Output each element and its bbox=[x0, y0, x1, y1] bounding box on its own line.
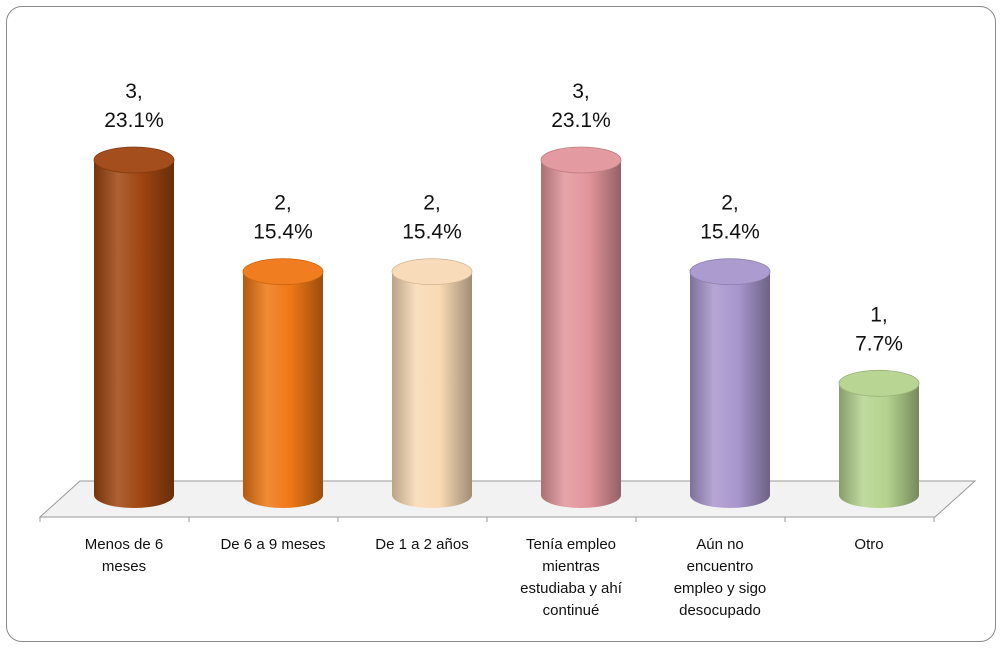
bar bbox=[242, 258, 324, 508]
bar-body bbox=[839, 383, 919, 508]
bar bbox=[838, 369, 920, 508]
category-labels-group: Menos de 6 meses De 6 a 9 meses De 1 a 2 añ… bbox=[85, 536, 884, 619]
bar-top bbox=[93, 146, 175, 174]
data-label: 2, 15.4% bbox=[253, 192, 313, 244]
bar-top bbox=[242, 258, 324, 286]
category-label: De 1 a 2 años bbox=[375, 536, 468, 553]
data-label: 2, 15.4% bbox=[402, 192, 462, 244]
category-label: Tenía empleo mientras estudiaba y ahí conti… bbox=[520, 536, 623, 619]
floor-plane bbox=[38, 480, 977, 518]
bar-body bbox=[690, 271, 770, 508]
bar-top bbox=[540, 146, 622, 174]
category-label: Aún no encuentro empleo y sigo desocupado bbox=[674, 536, 767, 619]
bar-body bbox=[541, 160, 621, 508]
category-label: Otro bbox=[854, 536, 883, 553]
category-label: Menos de 6 meses bbox=[85, 536, 163, 575]
data-label: 3, 23.1% bbox=[551, 80, 611, 132]
data-label: 1, 7.7% bbox=[855, 303, 903, 355]
category-label: De 6 a 9 meses bbox=[220, 536, 325, 553]
data-labels-group: 3, 23.1% 2, 15.4% 2, 15.4% 3, 23.1% 2, 15.4% 1, 7.7… bbox=[104, 80, 903, 355]
bar-body bbox=[392, 271, 472, 508]
bar-top bbox=[391, 258, 473, 286]
bars-group bbox=[93, 146, 920, 508]
bar-top bbox=[838, 369, 920, 397]
bar bbox=[93, 146, 175, 508]
bar bbox=[689, 258, 771, 508]
bar-top bbox=[689, 258, 771, 286]
data-label: 3, 23.1% bbox=[104, 80, 164, 132]
bar bbox=[540, 146, 622, 508]
data-label: 2, 15.4% bbox=[700, 192, 760, 244]
chart-floor bbox=[38, 480, 977, 522]
bar bbox=[391, 258, 473, 508]
bar-body bbox=[243, 271, 323, 508]
bar-body bbox=[94, 160, 174, 508]
